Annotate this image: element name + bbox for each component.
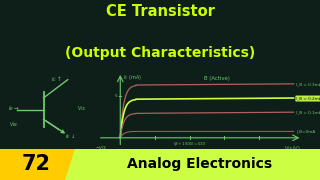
Text: B (Active): B (Active): [204, 76, 230, 81]
Text: I_B=0mA: I_B=0mA: [296, 129, 316, 133]
Text: $I_E \downarrow$: $I_E \downarrow$: [65, 133, 76, 141]
Text: Analog Electronics: Analog Electronics: [127, 157, 273, 171]
Text: $V_{BE}$: $V_{BE}$: [9, 120, 19, 129]
Text: $V_{CE}$: $V_{CE}$: [77, 104, 87, 113]
Text: (Output Characteristics): (Output Characteristics): [65, 46, 255, 60]
Polygon shape: [65, 148, 320, 180]
Text: $I_C$ (mA): $I_C$ (mA): [123, 73, 142, 82]
Text: $-V_{CE}$: $-V_{CE}$: [95, 144, 108, 152]
Text: $(\beta+1)I_{CBO} = I_{CEO}$: $(\beta+1)I_{CBO} = I_{CEO}$: [173, 140, 206, 148]
Text: $V_{CE}(V)$: $V_{CE}(V)$: [284, 144, 300, 153]
Polygon shape: [0, 148, 88, 180]
Text: 72: 72: [21, 154, 51, 174]
Text: I_B = 0.2mA: I_B = 0.2mA: [296, 96, 320, 101]
Text: $I_B \rightarrow$: $I_B \rightarrow$: [8, 104, 20, 113]
Text: I_B = 0.1mA: I_B = 0.1mA: [296, 111, 320, 115]
Text: 5: 5: [115, 94, 117, 98]
Text: $I_C \uparrow$: $I_C \uparrow$: [52, 74, 62, 84]
Text: CE Transistor: CE Transistor: [106, 4, 214, 19]
Text: I_B = 0.3mA: I_B = 0.3mA: [296, 82, 320, 86]
